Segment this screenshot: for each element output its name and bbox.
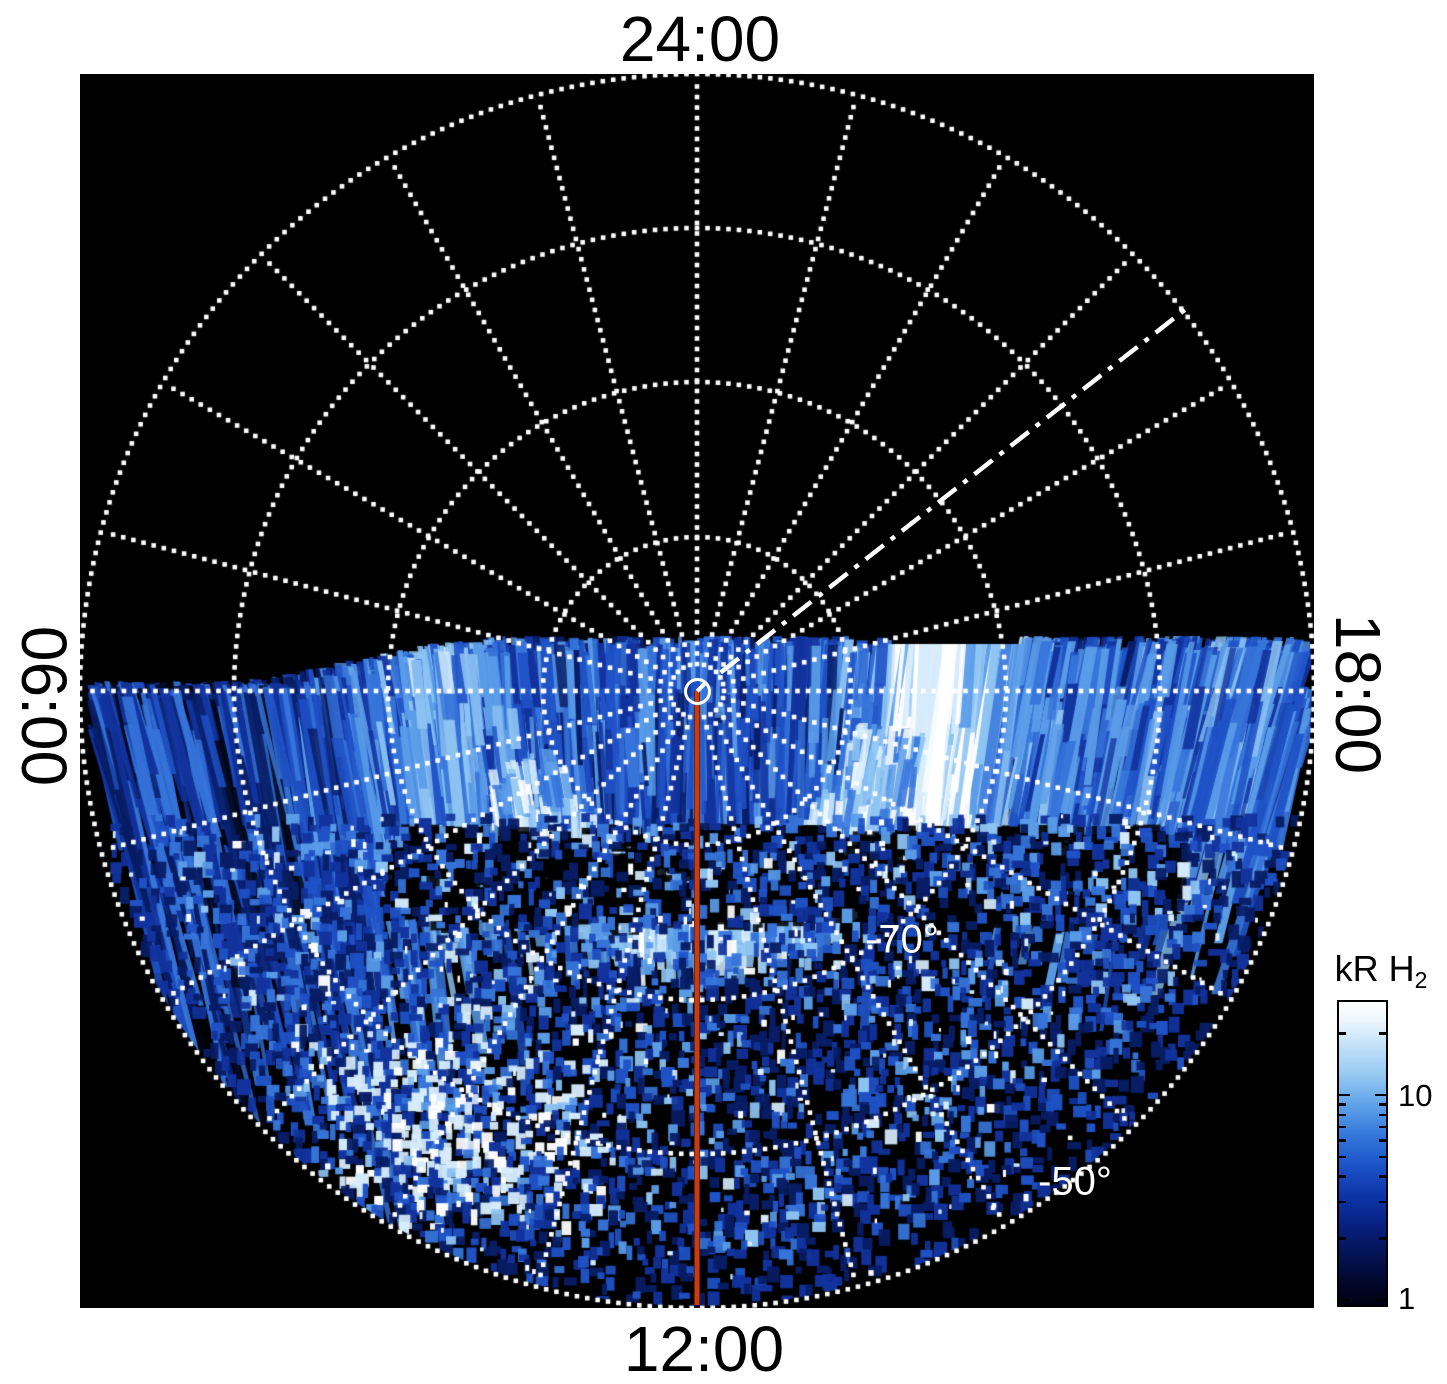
latitude-label-minus50: -50° xyxy=(1038,1159,1112,1204)
colorbar-tick-3-left xyxy=(1339,1200,1346,1204)
hour-label-dawn: 06:00 xyxy=(8,625,80,787)
colorbar-tick-6-right xyxy=(1379,1139,1386,1142)
colorbar-tick-1-right xyxy=(1375,1298,1386,1302)
colorbar-tick-3-right xyxy=(1379,1200,1386,1204)
colorbar-tick-5-left xyxy=(1339,1155,1346,1158)
colorbar-tick-20-right xyxy=(1379,1032,1386,1035)
colorbar xyxy=(1337,1000,1388,1307)
colorbar-tick-9-right xyxy=(1379,1103,1386,1106)
colorbar-tick-1-left xyxy=(1339,1298,1350,1302)
colorbar-tick-2-left xyxy=(1339,1237,1346,1240)
colorbar-tick-9-left xyxy=(1339,1103,1346,1106)
hour-label-dusk: 18:00 xyxy=(1322,613,1394,775)
noon-meridian-line xyxy=(694,691,700,1305)
hour-label-noon: 12:00 xyxy=(623,1313,785,1384)
colorbar-tick-2-right xyxy=(1379,1237,1386,1240)
dash-dot-meridian-line xyxy=(719,308,1187,675)
colorbar-tick-6-left xyxy=(1339,1139,1346,1142)
polar-plot-area: -70° -50° xyxy=(80,74,1314,1308)
colorbar-tick-5-right xyxy=(1379,1155,1386,1158)
colorbar-title: kR H2 xyxy=(1334,948,1428,993)
colorbar-tick-8-right xyxy=(1379,1113,1386,1117)
latitude-label-minus70: -70° xyxy=(865,917,939,962)
colorbar-tick-8-left xyxy=(1339,1113,1346,1117)
colorbar-tick-label-10: 10 xyxy=(1398,1078,1433,1113)
colorbar-tick-4-left xyxy=(1339,1175,1346,1178)
colorbar-tick-10-right xyxy=(1375,1093,1386,1097)
colorbar-tick-10-left xyxy=(1339,1093,1350,1097)
pole-marker-hand-icon xyxy=(695,681,707,693)
colorbar-tick-label-1: 1 xyxy=(1398,1281,1416,1316)
colorbar-tick-4-right xyxy=(1379,1175,1386,1178)
pole-marker-icon xyxy=(683,677,711,705)
colorbar-tick-7-left xyxy=(1339,1125,1346,1129)
colorbar-tick-20-left xyxy=(1339,1032,1346,1035)
colorbar-tick-7-right xyxy=(1379,1125,1386,1129)
hour-label-midnight: 24:00 xyxy=(619,3,781,75)
